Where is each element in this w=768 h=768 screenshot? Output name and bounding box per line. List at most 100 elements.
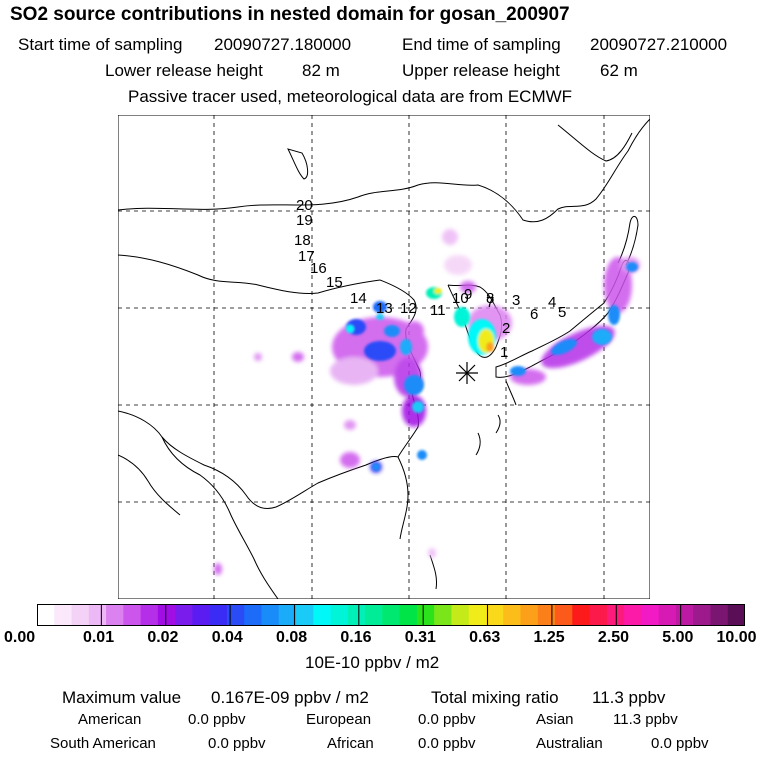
- colorbar-unit: 10E-10 ppbv / m2: [305, 653, 440, 672]
- colorbar-swatch: [589, 604, 608, 626]
- colorbar-swatch: [330, 604, 349, 626]
- start-time-value: 20090727.180000: [214, 35, 352, 54]
- colorbar-border: [37, 604, 745, 626]
- colorbar-swatch: [140, 604, 159, 626]
- colorbar-swatch: [347, 604, 366, 626]
- colorbar-swatch: [278, 604, 297, 626]
- colorbar-swatch: [192, 604, 211, 626]
- end-time-value: 20090727.210000: [590, 35, 728, 54]
- region-value-american: 0.0 ppbv: [188, 711, 246, 728]
- colorbar-swatch: [226, 604, 245, 626]
- trajectory-label-8: 8: [486, 290, 494, 307]
- colorbar-tick-label: 0.31: [404, 629, 436, 646]
- data-source-note: Passive tracer used, meteorological data…: [128, 87, 573, 106]
- colorbar-swatch: [123, 604, 142, 626]
- trajectory-label-2: 2: [502, 320, 510, 337]
- colorbar-swatch: [658, 604, 677, 626]
- colorbar-tick-label: 0.02: [147, 629, 179, 646]
- region-name-asian: Asian: [536, 711, 574, 728]
- trajectory-label-7: 7: [486, 294, 494, 311]
- colorbar-tick-label: 0.16: [340, 629, 372, 646]
- colorbar-tick-label: 1.25: [533, 629, 565, 646]
- colorbar-swatch: [106, 604, 124, 626]
- region-value-australian: 0.0 ppbv: [651, 735, 709, 752]
- colorbar-swatch: [157, 604, 176, 626]
- trajectory-label-1: 1: [500, 344, 508, 361]
- colorbar-tick-label: 0.63: [469, 629, 501, 646]
- region-name-south-american: South American: [50, 735, 156, 752]
- max-value: 0.167E-09 ppbv / m2: [211, 688, 369, 707]
- colorbar-swatch: [175, 604, 194, 626]
- colorbar-tick-label: 5.00: [662, 629, 694, 646]
- trajectory-label-14: 14: [350, 290, 367, 307]
- colorbar-swatch: [503, 604, 522, 626]
- colorbar-swatch: [382, 604, 401, 626]
- colorbar-swatch: [399, 604, 418, 626]
- region-name-african: African: [327, 735, 374, 752]
- trajectory-label-18: 18: [294, 232, 311, 249]
- colorbar-swatch: [37, 604, 55, 626]
- region-name-australian: Australian: [536, 735, 603, 752]
- colorbar-tick-label: 2.50: [597, 629, 629, 646]
- region-name-european: European: [306, 711, 372, 728]
- lower-height-value: 82 m: [302, 61, 340, 80]
- colorbar-swatch: [468, 604, 487, 626]
- colorbar-swatch: [537, 604, 556, 626]
- colorbar-swatch: [416, 604, 435, 626]
- upper-height-value: 62 m: [600, 61, 638, 80]
- colorbar-swatch: [572, 604, 591, 626]
- colorbar-swatch: [88, 604, 107, 626]
- start-time-label: Start time of sampling: [18, 35, 183, 54]
- colorbar-swatch: [296, 604, 314, 626]
- receptor-marker: [456, 362, 478, 384]
- trajectory-label-3: 3: [512, 292, 520, 309]
- colorbar-swatch: [54, 604, 73, 626]
- region-value-asian: 11.3 ppbv: [613, 711, 678, 728]
- trajectory-label-5: 5: [558, 304, 566, 321]
- trajectory-label-9: 9: [464, 286, 472, 303]
- colorbar-tick-label: 0.08: [276, 629, 308, 646]
- colorbar-swatch: [520, 604, 539, 626]
- trajectory-label-10: 10: [452, 290, 469, 307]
- colorbar-swatch: [693, 604, 712, 626]
- colorbar-swatch: [434, 604, 453, 626]
- coastline-layer: [118, 118, 650, 599]
- trajectory-label-19: 19: [296, 212, 313, 229]
- trajectory-label-4: 4: [548, 294, 556, 311]
- colorbar-swatch: [244, 604, 263, 626]
- concentration-field: [214, 229, 640, 575]
- colorbar-swatch: [675, 604, 694, 626]
- region-value-african: 0.0 ppbv: [418, 735, 476, 752]
- lower-height-label: Lower release height: [105, 61, 263, 80]
- colorbar-swatch: [365, 604, 383, 626]
- end-time-label: End time of sampling: [402, 35, 561, 54]
- upper-height-label: Upper release height: [402, 61, 560, 80]
- region-value-european: 0.0 ppbv: [418, 711, 476, 728]
- colorbar-swatch: [313, 604, 332, 626]
- colorbar-swatch: [555, 604, 573, 626]
- colorbar-tick-label: 10.00: [716, 629, 757, 646]
- colorbar-tick-label: 0.00: [4, 629, 36, 646]
- map-title: SO2 source contributions in nested domai…: [10, 4, 570, 25]
- colorbar-swatch: [209, 604, 228, 626]
- trajectory-label-20: 20: [296, 197, 313, 214]
- trajectory-label-12: 12: [400, 300, 417, 317]
- region-value-south-american: 0.0 ppbv: [208, 735, 266, 752]
- total-mixing-value: 11.3 ppbv: [592, 688, 666, 707]
- trajectory-label-11: 11: [430, 302, 446, 319]
- colorbar-tick-label: 0.04: [211, 629, 243, 646]
- colorbar-swatch: [727, 604, 745, 626]
- total-mixing-label: Total mixing ratio: [431, 688, 559, 707]
- colorbar: [37, 604, 745, 626]
- colorbar-swatch: [485, 604, 504, 626]
- trajectory-label-16: 16: [310, 260, 327, 277]
- colorbar-tick-label: 0.01: [82, 629, 115, 646]
- colorbar-swatch: [451, 604, 470, 626]
- region-name-american: American: [78, 711, 142, 728]
- trajectory-label-6: 6: [530, 306, 538, 323]
- colorbar-swatch: [71, 604, 90, 626]
- colorbar-swatch: [710, 604, 729, 626]
- trajectory-label-15: 15: [326, 274, 343, 291]
